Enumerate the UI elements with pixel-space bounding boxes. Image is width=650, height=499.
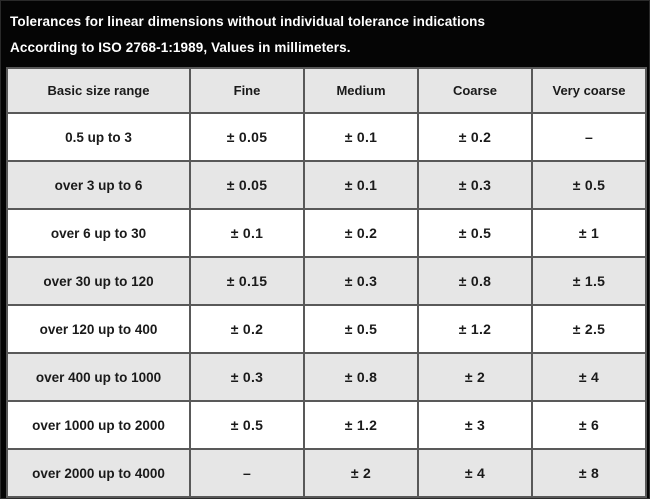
tolerance-cell: ± 0.2: [303, 208, 419, 258]
tolerance-cell: ± 1.2: [417, 304, 533, 354]
tolerance-cell: ± 0.5: [531, 160, 647, 210]
size-range-cell: over 6 up to 30: [6, 208, 191, 258]
tolerance-cell: –: [531, 112, 647, 162]
tolerance-cell: ± 0.1: [303, 112, 419, 162]
tolerance-cell: ± 6: [531, 400, 647, 450]
tolerance-cell: ± 0.1: [189, 208, 305, 258]
tolerance-cell: ± 0.8: [303, 352, 419, 402]
title-line-2: According to ISO 2768-1:1989, Values in …: [10, 40, 351, 55]
tolerance-cell: ± 1: [531, 208, 647, 258]
table-row: over 1000 up to 2000 ± 0.5 ± 1.2 ± 3 ± 6: [6, 400, 647, 450]
column-header-medium: Medium: [303, 67, 419, 114]
title-line-1: Tolerances for linear dimensions without…: [10, 14, 486, 29]
size-range-cell: over 400 up to 1000: [6, 352, 191, 402]
tolerance-cell: ± 2.5: [531, 304, 647, 354]
tolerance-cell: ± 2: [417, 352, 533, 402]
tolerance-cell: ± 0.15: [189, 256, 305, 306]
tolerance-cell: ± 0.2: [417, 112, 533, 162]
table-header: Basic size range Fine Medium Coarse Very…: [6, 67, 647, 114]
page-title: Tolerances for linear dimensions without…: [1, 1, 649, 65]
tolerance-cell: ± 0.5: [189, 400, 305, 450]
size-range-cell: over 1000 up to 2000: [6, 400, 191, 450]
tolerance-cell: ± 1.5: [531, 256, 647, 306]
tolerance-cell: –: [189, 448, 305, 498]
header-row: Basic size range Fine Medium Coarse Very…: [6, 67, 647, 114]
tolerance-cell: ± 1.2: [303, 400, 419, 450]
tolerance-cell: ± 0.05: [189, 112, 305, 162]
tolerance-cell: ± 0.3: [189, 352, 305, 402]
tolerance-cell: ± 2: [303, 448, 419, 498]
size-range-cell: over 2000 up to 4000: [6, 448, 191, 498]
table-row: over 400 up to 1000 ± 0.3 ± 0.8 ± 2 ± 4: [6, 352, 647, 402]
size-range-cell: over 30 up to 120: [6, 256, 191, 306]
column-header-fine: Fine: [189, 67, 305, 114]
tolerance-cell: ± 0.3: [417, 160, 533, 210]
column-header-coarse: Coarse: [417, 67, 533, 114]
table-body: 0.5 up to 3 ± 0.05 ± 0.1 ± 0.2 – over 3 …: [6, 112, 647, 498]
tolerance-cell: ± 3: [417, 400, 533, 450]
table-row: over 3 up to 6 ± 0.05 ± 0.1 ± 0.3 ± 0.5: [6, 160, 647, 210]
size-range-cell: over 3 up to 6: [6, 160, 191, 210]
tolerance-cell: ± 0.1: [303, 160, 419, 210]
table-row: 0.5 up to 3 ± 0.05 ± 0.1 ± 0.2 –: [6, 112, 647, 162]
table-row: over 30 up to 120 ± 0.15 ± 0.3 ± 0.8 ± 1…: [6, 256, 647, 306]
tolerance-table: Basic size range Fine Medium Coarse Very…: [6, 67, 647, 498]
tolerance-cell: ± 0.2: [189, 304, 305, 354]
size-range-cell: 0.5 up to 3: [6, 112, 191, 162]
tolerance-cell: ± 4: [531, 352, 647, 402]
tolerance-cell: ± 0.5: [417, 208, 533, 258]
column-header-very-coarse: Very coarse: [531, 67, 647, 114]
tolerance-cell: ± 4: [417, 448, 533, 498]
size-range-cell: over 120 up to 400: [6, 304, 191, 354]
table-row: over 6 up to 30 ± 0.1 ± 0.2 ± 0.5 ± 1: [6, 208, 647, 258]
tolerance-cell: ± 8: [531, 448, 647, 498]
column-header-basic-size-range: Basic size range: [6, 67, 191, 114]
tolerance-cell: ± 0.5: [303, 304, 419, 354]
tolerance-cell: ± 0.05: [189, 160, 305, 210]
tolerance-cell: ± 0.3: [303, 256, 419, 306]
table-row: over 120 up to 400 ± 0.2 ± 0.5 ± 1.2 ± 2…: [6, 304, 647, 354]
table-row: over 2000 up to 4000 – ± 2 ± 4 ± 8: [6, 448, 647, 498]
tolerance-cell: ± 0.8: [417, 256, 533, 306]
